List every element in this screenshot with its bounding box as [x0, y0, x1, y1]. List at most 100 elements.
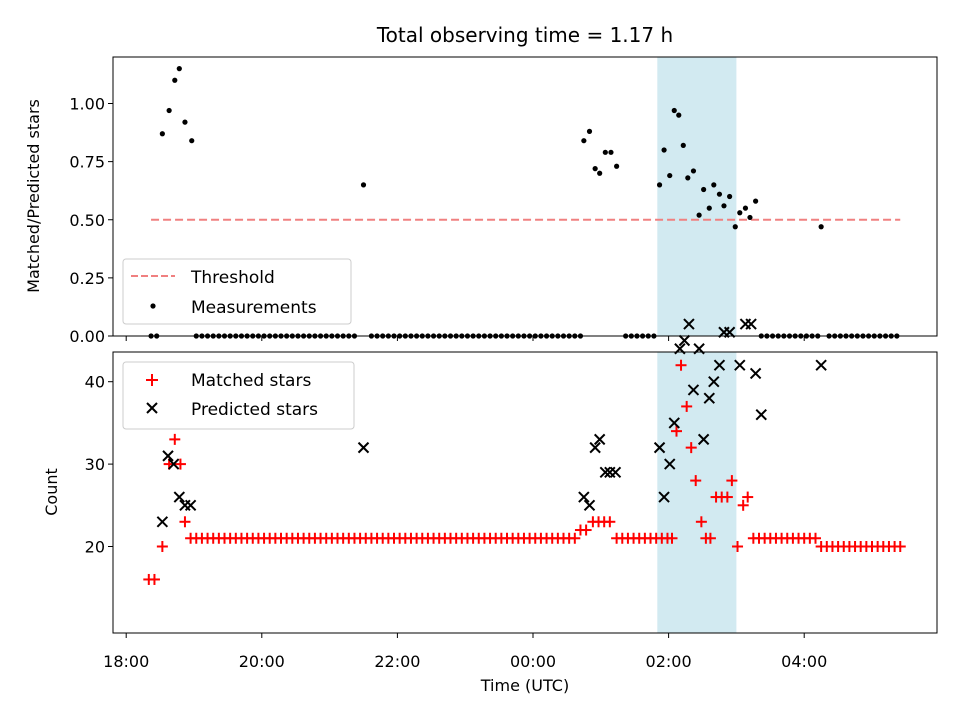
- measurement-point: [747, 214, 753, 221]
- predicted-star-point: [593, 433, 606, 446]
- bottom-ytick-label: 40: [85, 373, 105, 392]
- matched-star-point: [174, 458, 186, 470]
- predicted-star-point: [664, 458, 676, 470]
- bottom-xtick-label: 18:00: [103, 652, 149, 671]
- measurement-point: [360, 182, 367, 188]
- measurement-point: [696, 212, 702, 218]
- measurement-point: [166, 107, 172, 114]
- predicted-star-point: [755, 408, 767, 421]
- top-title: Total observing time = 1.17 h: [376, 23, 673, 47]
- measurement-point: [656, 182, 663, 188]
- measurement-point: [737, 210, 743, 216]
- predicted-star-point: [815, 359, 827, 371]
- measurement-point: [159, 131, 165, 137]
- measurement-point: [661, 147, 667, 153]
- matched-star-point: [685, 442, 697, 454]
- matched-star-point: [690, 475, 702, 487]
- bottom-plot-marks: [143, 318, 906, 585]
- predicted-star-point: [167, 458, 180, 470]
- bottom-xtick-label: 04:00: [781, 652, 827, 671]
- predicted-star-point: [697, 433, 710, 446]
- legend-measurements-swatch: [150, 303, 156, 309]
- predicted-star-point: [683, 318, 695, 330]
- bottom-panel: 18:00 20:00 22:00 00:00 02:00 04:00 20 30 40 Cou…: [42, 318, 938, 695]
- predicted-star-point: [156, 516, 169, 528]
- legend-matched-label: Matched stars: [191, 371, 311, 391]
- measurement-point: [189, 138, 195, 144]
- measurement-point: [676, 112, 682, 118]
- predicted-star-point: [749, 367, 762, 380]
- matched-star-point: [604, 516, 616, 528]
- top-legend-box: [122, 258, 352, 325]
- predicted-star-point: [578, 491, 590, 503]
- matched-star-point: [732, 541, 744, 552]
- predicted-star-point: [589, 441, 601, 454]
- measurement-point: [721, 203, 727, 209]
- matched-star-point: [695, 516, 707, 528]
- predicted-star-point: [184, 499, 197, 512]
- matched-star-point: [726, 475, 738, 487]
- predicted-star-point: [609, 466, 622, 479]
- top-ytick-label: 0.25: [69, 269, 105, 288]
- predicted-star-point: [173, 491, 186, 503]
- predicted-star-point: [734, 359, 746, 371]
- measurement-point: [608, 149, 614, 155]
- predicted-star-point: [687, 384, 700, 396]
- legend-predicted-swatch: [146, 402, 158, 414]
- predicted-star-point: [357, 441, 370, 454]
- measurement-point: [597, 170, 603, 176]
- predicted-star-point: [668, 417, 680, 429]
- measurement-point: [602, 149, 608, 155]
- measurement-point: [176, 66, 182, 72]
- bottom-axes-frame: [112, 351, 938, 634]
- matched-star-point: [148, 573, 160, 585]
- matched-star-point: [681, 400, 693, 412]
- matched-star-point: [894, 541, 906, 552]
- bottom-legend: Matched stars Predicted stars: [122, 361, 355, 430]
- matched-star-point: [179, 516, 191, 528]
- matched-star-point: [169, 433, 181, 445]
- predicted-star-point: [162, 450, 174, 462]
- bottom-legend-box: [122, 361, 355, 430]
- top-ytick-label: 0.75: [69, 153, 105, 172]
- measurement-point: [182, 119, 188, 125]
- measurement-point: [586, 128, 593, 134]
- bottom-highlight-span: [657, 352, 737, 633]
- measurement-point: [732, 224, 738, 230]
- top-ytick-label: 0.50: [69, 211, 105, 230]
- bottom-xtick-label: 00:00: [510, 652, 556, 671]
- top-legend: Threshold Measurements: [122, 258, 352, 325]
- measurement-point: [753, 198, 759, 204]
- top-ytick-label: 1.00: [69, 95, 105, 114]
- predicted-star-point: [723, 326, 736, 338]
- bottom-xtick-label: 20:00: [239, 652, 285, 671]
- matched-star-point: [810, 532, 821, 544]
- top-panel: 0.00 0.25 0.50 0.75 1.00 Total observing tim…: [24, 23, 938, 346]
- measurement-point: [667, 172, 673, 179]
- legend-measurements-label: Measurements: [191, 298, 317, 318]
- matched-star-point: [737, 499, 749, 511]
- predicted-star-point: [583, 499, 596, 512]
- legend-matched-swatch: [146, 374, 158, 386]
- predicted-star-point: [703, 392, 715, 404]
- legend-threshold-label: Threshold: [190, 268, 275, 288]
- top-ylabel: Matched/Predicted stars: [24, 99, 43, 293]
- matched-star-point: [742, 491, 754, 503]
- bottom-xlabel: Time (UTC): [480, 676, 569, 695]
- measurement-point: [680, 142, 686, 148]
- bottom-ytick-label: 30: [85, 455, 105, 474]
- bottom-ytick-label: 20: [85, 538, 105, 557]
- top-axes-frame: [112, 56, 938, 337]
- matched-star-point: [704, 532, 716, 544]
- matched-star-point: [675, 359, 687, 371]
- measurement-point: [685, 175, 691, 181]
- measurement-point: [818, 224, 824, 230]
- measurement-point: [706, 205, 712, 211]
- measurement-point: [614, 163, 620, 169]
- predicted-star-point: [599, 466, 612, 479]
- predicted-star-point: [653, 441, 666, 454]
- bottom-xtick-label: 02:00: [646, 652, 692, 671]
- measurement-point: [581, 138, 587, 144]
- matched-star-point: [156, 541, 168, 552]
